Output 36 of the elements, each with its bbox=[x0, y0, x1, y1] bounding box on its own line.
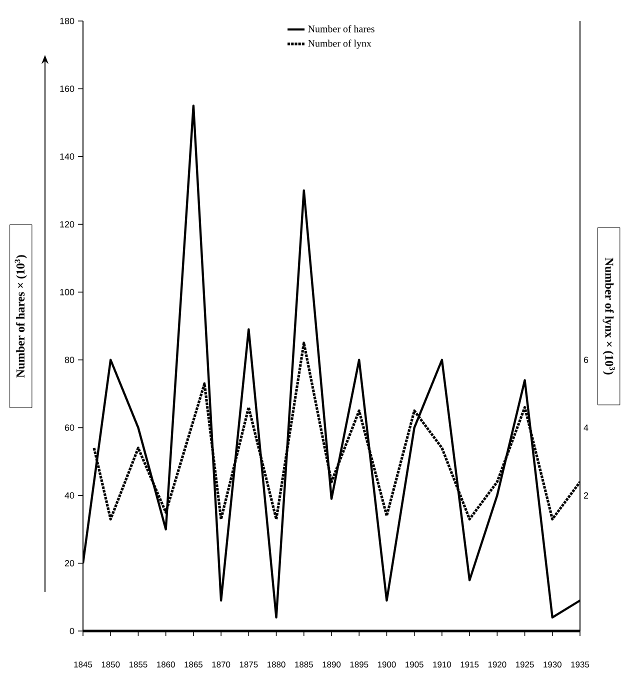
y2-tick-label: 2 bbox=[584, 492, 588, 499]
y-tick-label: 120 bbox=[60, 221, 74, 228]
x-tick-label: 1905 bbox=[406, 662, 424, 668]
legend-label: Number of lynx bbox=[308, 40, 372, 49]
x-tick-label: 1935 bbox=[571, 662, 590, 668]
y-tick-label: 20 bbox=[64, 560, 74, 566]
x-tick-label: 1880 bbox=[268, 662, 286, 668]
y-tick-label: 140 bbox=[60, 153, 74, 160]
y-tick-label: 160 bbox=[60, 86, 74, 92]
y-tick-label: 40 bbox=[64, 492, 74, 499]
y-axis-title: Number of hares × (10$^{3}$) bbox=[14, 255, 27, 378]
y-tick-label: 0 bbox=[70, 628, 74, 634]
x-tick-label: 1850 bbox=[102, 662, 120, 668]
x-tick-label: 1845 bbox=[74, 662, 92, 668]
x-tick-label: 1885 bbox=[295, 662, 313, 668]
x-tick-label: 1910 bbox=[433, 662, 452, 668]
y2-tick-label: 6 bbox=[584, 356, 588, 364]
x-tick-label: 1860 bbox=[157, 662, 175, 668]
y2-axis-title: Number of lynx × (10$^{3}$) bbox=[602, 258, 615, 374]
x-tick-label: 1865 bbox=[184, 662, 203, 668]
x-tick-label: 1920 bbox=[488, 662, 506, 668]
x-tick-label: 1900 bbox=[378, 662, 396, 668]
x-tick-label: 1915 bbox=[460, 662, 479, 668]
x-tick-label: 1895 bbox=[350, 662, 368, 668]
x-tick-label: 1875 bbox=[240, 662, 258, 668]
x-tick-label: 1870 bbox=[212, 662, 230, 668]
y-tick-label: 180 bbox=[60, 18, 74, 24]
x-tick-label: 1925 bbox=[516, 662, 534, 668]
y-tick-label: 60 bbox=[64, 424, 74, 431]
x-tick-label: 1855 bbox=[129, 662, 148, 668]
x-tick-label: 1890 bbox=[322, 662, 341, 668]
legend-label: Number of hares bbox=[308, 25, 374, 32]
y2-tick-label: 4 bbox=[584, 424, 588, 431]
y-tick-label: 100 bbox=[60, 288, 74, 296]
y-tick-label: 80 bbox=[64, 356, 74, 364]
x-tick-label: 1930 bbox=[544, 662, 562, 668]
